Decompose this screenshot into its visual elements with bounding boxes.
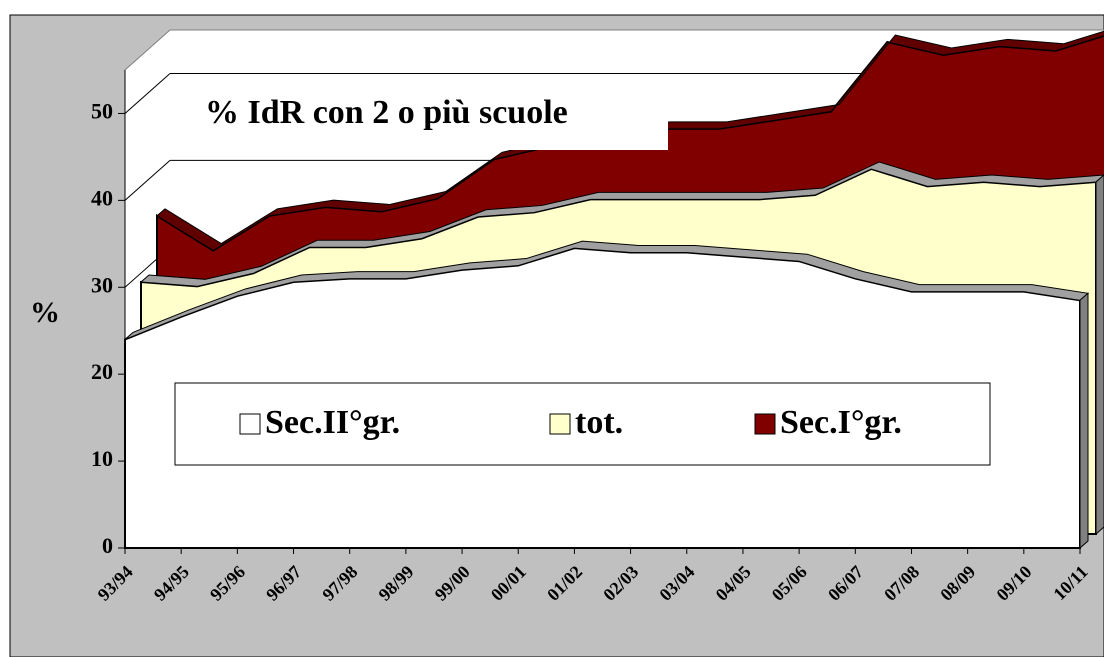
y-tick-label: 20	[91, 359, 113, 384]
y-tick-label: 30	[91, 272, 113, 297]
legend-label: tot.	[575, 404, 623, 441]
area-edge	[156, 30, 1104, 252]
area-side	[1079, 292, 1089, 550]
legend-swatch	[754, 413, 776, 435]
area-edge	[139, 161, 1104, 287]
y-tick-label: 50	[91, 99, 113, 124]
title-box	[190, 88, 668, 150]
chart-title: % IdR con 2 o più scuole	[205, 94, 568, 131]
legend-swatch	[239, 413, 261, 435]
legend-swatch	[549, 413, 571, 435]
legend-label: Sec.II°gr.	[265, 404, 400, 441]
legend	[174, 382, 991, 466]
legend-label: Sec.I°gr.	[780, 404, 902, 441]
grid-line-side	[124, 159, 171, 201]
y-tick-label: 10	[91, 446, 113, 471]
grid-line-side	[124, 73, 171, 114]
legend-items: Sec.II°gr. tot. Sec.I°gr.	[239, 404, 902, 441]
area-side	[1095, 174, 1104, 536]
y-tick-label: 40	[91, 185, 113, 210]
y-tick-label: 0	[102, 533, 113, 558]
y-axis-label: %	[30, 296, 60, 329]
